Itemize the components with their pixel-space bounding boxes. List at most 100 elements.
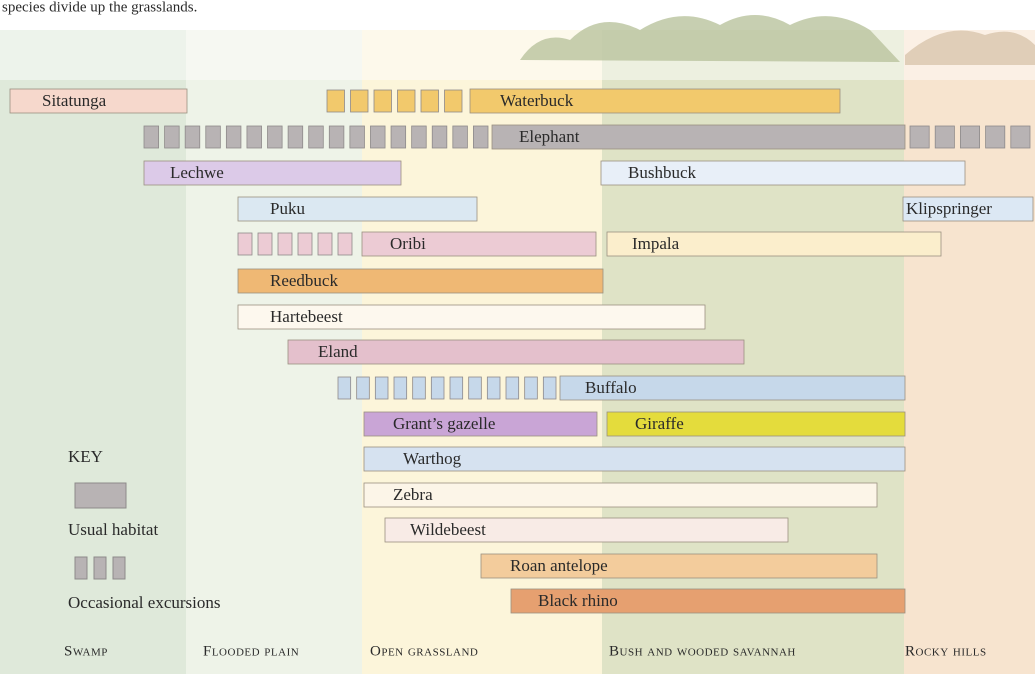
excursion-box bbox=[337, 376, 352, 400]
habitat-bar bbox=[237, 196, 478, 222]
excursion-box bbox=[370, 125, 386, 149]
excursion-box bbox=[430, 376, 445, 400]
animal-label: Zebra bbox=[393, 485, 433, 504]
excursion-box bbox=[337, 232, 353, 256]
key-title: KEY bbox=[68, 447, 103, 466]
habitat-bar bbox=[9, 88, 188, 114]
animal-label: Grant’s gazelle bbox=[393, 414, 495, 433]
habitat-bar bbox=[491, 124, 906, 150]
excursion-box bbox=[909, 125, 930, 149]
animal-label: Bushbuck bbox=[628, 163, 697, 182]
habitat-bar bbox=[384, 517, 789, 543]
habitat-bars: Sitatunga Waterbuck Elephant Lechwe Bushbuck… bbox=[9, 88, 1034, 614]
excursion-box bbox=[308, 125, 324, 149]
key-occasional-swatch bbox=[74, 556, 88, 580]
key-occasional: Occasional excursions bbox=[68, 593, 220, 612]
excursion-box bbox=[960, 125, 981, 149]
caption: species divide up the grasslands. bbox=[2, 0, 197, 15]
habitat-bar bbox=[480, 553, 878, 579]
animal-label: Puku bbox=[270, 199, 305, 218]
habitat-bar bbox=[469, 88, 841, 114]
excursion-box bbox=[444, 89, 463, 113]
animal-label: Warthog bbox=[403, 449, 462, 468]
habitat-bar bbox=[363, 446, 906, 472]
animal-label: Eland bbox=[318, 342, 358, 361]
habitat-bar bbox=[606, 231, 942, 257]
excursion-box bbox=[486, 376, 501, 400]
excursion-box bbox=[326, 89, 345, 113]
animal-label: Klipspringer bbox=[906, 199, 992, 218]
animal-label: Reedbuck bbox=[270, 271, 338, 290]
key-usual-swatch bbox=[74, 482, 127, 509]
excursion-box bbox=[397, 89, 416, 113]
key-occasional-swatch bbox=[112, 556, 126, 580]
zone-labels: Swamp Flooded plain Open grassland Bush … bbox=[64, 643, 987, 659]
habitat-bar bbox=[363, 411, 598, 437]
excursion-box bbox=[328, 125, 345, 149]
habitat-bar bbox=[143, 160, 402, 186]
excursion-box bbox=[452, 125, 468, 149]
zone-label: Flooded plain bbox=[203, 643, 299, 659]
excursion-box bbox=[505, 376, 520, 400]
zone-label: Open grassland bbox=[370, 643, 478, 659]
excursion-box bbox=[267, 125, 283, 149]
habitat-bar bbox=[559, 375, 906, 401]
animal-label: Buffalo bbox=[585, 378, 637, 397]
excursion-box bbox=[449, 376, 464, 400]
excursion-box bbox=[431, 125, 448, 149]
animal-label: Giraffe bbox=[635, 414, 684, 433]
key-usual: Usual habitat bbox=[68, 520, 158, 539]
excursion-box bbox=[374, 376, 389, 400]
excursion-box bbox=[985, 125, 1006, 149]
habitat-bar bbox=[287, 339, 745, 365]
key-occasional-swatch bbox=[93, 556, 107, 580]
excursion-box bbox=[349, 125, 365, 149]
habitat-bar bbox=[361, 231, 597, 257]
excursion-box bbox=[524, 376, 538, 400]
excursion-box bbox=[473, 125, 489, 149]
rocks bbox=[905, 30, 1035, 65]
animal-label: Impala bbox=[632, 234, 680, 253]
key: KEY Usual habitat Occasional excursions bbox=[68, 447, 220, 612]
habitat-bar bbox=[237, 304, 706, 330]
excursion-box bbox=[184, 125, 201, 149]
animal-label: Roan antelope bbox=[510, 556, 608, 575]
excursion-box bbox=[277, 232, 293, 256]
zone-label: Swamp bbox=[64, 643, 108, 659]
excursion-box bbox=[164, 125, 180, 149]
zone-label: Bush and wooded savannah bbox=[609, 643, 796, 659]
animal-label: Elephant bbox=[519, 127, 580, 146]
excursion-box bbox=[356, 376, 370, 400]
tree-line bbox=[520, 15, 900, 62]
animal-label: Hartebeest bbox=[270, 307, 343, 326]
animal-label: Sitatunga bbox=[42, 91, 107, 110]
animal-label: Waterbuck bbox=[500, 91, 574, 110]
excursion-box bbox=[143, 125, 159, 149]
excursion-box bbox=[205, 125, 221, 149]
excursion-box bbox=[934, 125, 955, 149]
excursion-box bbox=[393, 376, 408, 400]
excursion-box bbox=[411, 125, 427, 149]
zone-label: Rocky hills bbox=[905, 643, 987, 659]
habitat-bar bbox=[902, 196, 1034, 222]
animal-label: Lechwe bbox=[170, 163, 224, 182]
excursion-box bbox=[350, 89, 369, 113]
excursion-box bbox=[542, 376, 557, 400]
animal-label: Oribi bbox=[390, 234, 426, 253]
excursion-box bbox=[237, 232, 253, 256]
excursion-box bbox=[420, 89, 439, 113]
excursion-box bbox=[390, 125, 407, 149]
excursion-box bbox=[246, 125, 262, 149]
excursion-box bbox=[257, 232, 273, 256]
excursion-box bbox=[297, 232, 313, 256]
habitat-bar bbox=[363, 482, 878, 508]
excursion-box bbox=[373, 89, 392, 113]
animal-label: Black rhino bbox=[538, 591, 618, 610]
habitat-bar bbox=[237, 268, 604, 294]
excursion-box bbox=[287, 125, 304, 149]
excursion-box bbox=[317, 232, 333, 256]
excursion-box bbox=[1010, 125, 1031, 149]
excursion-box bbox=[468, 376, 482, 400]
habitat-bar bbox=[510, 588, 906, 614]
